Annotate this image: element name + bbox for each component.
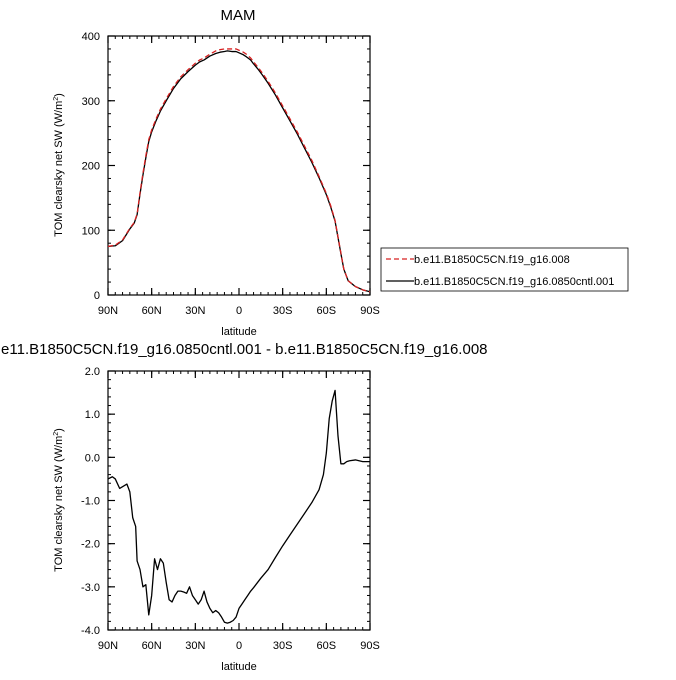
axis-ticks: 90N 60N 30N 0 30S 60S 90S -4.0 -3.0 -2.0 -1.0 0.0 1.… [81,366,380,652]
legend-box [380,247,629,292]
y-tick-label: 2.0 [85,366,100,378]
y-tick-label: 400 [82,31,100,43]
y-tick-label: 200 [82,161,100,173]
legend: b.e11.B1850C5CN.f19_g16.008 b.e11.B1850C… [380,247,629,292]
x-tick-label: 30N [185,640,205,652]
y-tick-label: 0 [94,290,100,302]
axis-ticks: 90N 60N 30N 0 30S 60S 90S 0 100 200 300 400 [82,31,380,317]
y-tick-label: 100 [82,225,100,237]
x-tick-label: 30S [273,305,293,317]
x-tick-label: 90N [98,640,118,652]
chart-title: MAM [221,7,256,24]
y-axis-label: TOM clearsky net SW (W/m2) [53,428,65,572]
x-axis-label: latitude [221,326,256,338]
x-tick-label: 90S [360,305,380,317]
y-tick-label: 0.0 [85,452,100,464]
y-tick-label: 1.0 [85,409,100,421]
top-chart: MAM 90N 60N 30N 0 30S 60S 90S 0 100 200 300 400 lat… [53,7,629,338]
chart-title: b.e11.B1850C5CN.f19_g16.0850cntl.001 - b… [0,341,487,358]
series-line [107,50,371,293]
legend-label: b.e11.B1850C5CN.f19_g16.008 [414,254,570,266]
y-tick-label: -1.0 [81,496,100,508]
x-axis-label: latitude [221,661,256,673]
legend-label: b.e11.B1850C5CN.f19_g16.0850cntl.001 [414,276,614,288]
x-tick-label: 90S [360,640,380,652]
y-tick-label: -2.0 [81,539,100,551]
bottom-chart: b.e11.B1850C5CN.f19_g16.0850cntl.001 - b… [0,341,487,673]
series-line [107,48,371,293]
x-tick-label: 60S [317,640,337,652]
x-tick-label: 0 [236,305,242,317]
y-tick-label: -4.0 [81,625,100,637]
x-tick-label: 30N [185,305,205,317]
series-layer [107,389,370,624]
x-tick-label: 60N [142,305,162,317]
x-tick-label: 60S [317,305,337,317]
x-tick-label: 90N [98,305,118,317]
plot-area-frame [107,35,371,296]
x-tick-label: 30S [273,640,293,652]
series-layer [107,48,371,293]
y-tick-label: -3.0 [81,582,100,594]
y-axis-label: TOM clearsky net SW (W/m2) [53,93,65,237]
series-line [107,389,370,624]
x-tick-label: 0 [236,640,242,652]
x-tick-label: 60N [142,640,162,652]
y-tick-label: 300 [82,96,100,108]
